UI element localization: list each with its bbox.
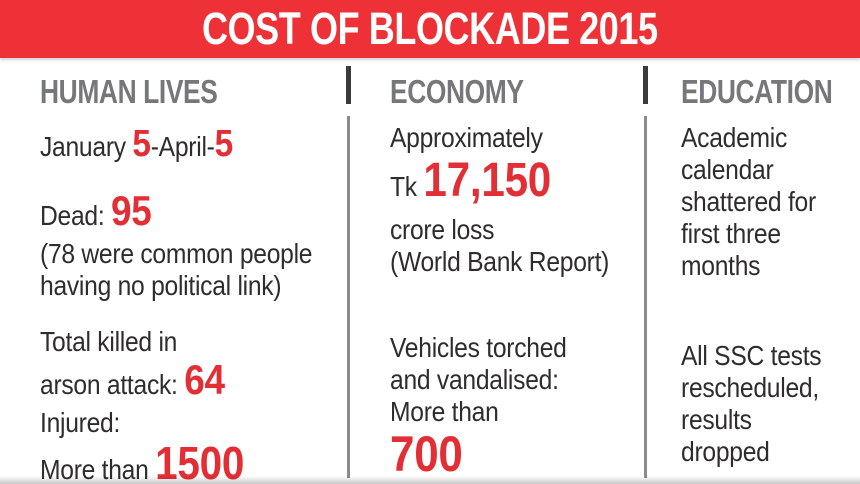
vehicles-line-1: Vehicles torched — [390, 332, 567, 363]
dead-label: Dead: — [40, 200, 112, 231]
arson-killed-line-1: Total killed in — [40, 326, 178, 357]
column-human-lives: HUMAN LIVES January 5-April-5 Dead: 95 (… — [0, 58, 348, 484]
dead-count-line: Dead: 95 — [40, 189, 311, 238]
header-divider-tick-1 — [346, 66, 351, 104]
loss-source-line: (World Bank Report) — [390, 246, 610, 277]
ssc-impact-line-4: dropped — [681, 436, 770, 467]
bottom-shadow-band — [0, 476, 860, 484]
injured-value: 1500 — [155, 437, 245, 484]
loss-line-1: Approximately — [390, 122, 543, 153]
ssc-impact-line-2: rescheduled, — [681, 372, 819, 403]
column-education: EDUCATION Academic calendar shattered fo… — [645, 58, 860, 484]
vehicles-value-line: 700 — [390, 428, 614, 484]
education-header: EDUCATION — [681, 73, 833, 110]
column-economy: ECONOMY Approximately Tk 17,150 crore lo… — [348, 58, 645, 484]
injured-line-2: More than 1500 — [40, 439, 311, 484]
period-start-day: 5 — [132, 123, 151, 165]
page-title: COST OF BLOCKADE 2015 — [202, 3, 658, 54]
period-label-january: January — [40, 131, 133, 162]
period-label-april: -April- — [150, 131, 215, 162]
arson-killed-line-2: arson attack: 64 — [40, 358, 311, 407]
loss-value: 17,150 — [423, 154, 552, 207]
calendar-impact-line-3: shattered for — [681, 186, 816, 217]
arson-killed-value: 64 — [184, 356, 225, 403]
dead-value: 95 — [111, 187, 152, 234]
injured-line-1: Injured: — [40, 407, 121, 438]
human-lives-header: HUMAN LIVES — [40, 73, 218, 110]
arson-label: arson attack: — [40, 369, 185, 400]
header-divider-tick-2 — [643, 66, 648, 104]
vehicles-value: 700 — [390, 426, 463, 482]
column-divider-line-1 — [347, 116, 350, 478]
period-end-day: 5 — [214, 123, 234, 165]
calendar-impact-line-1: Academic — [681, 122, 788, 153]
loss-amount-line: Tk 17,150 — [390, 154, 614, 214]
loss-line-3: crore loss — [390, 214, 495, 245]
column-divider-line-2 — [644, 116, 647, 478]
dead-note-line-1: (78 were common people — [40, 238, 313, 269]
currency-label: Tk — [390, 171, 424, 202]
vehicles-line-2: and vandalised: — [390, 364, 559, 395]
calendar-impact-line-2: calendar — [681, 154, 774, 185]
injured-label: More than — [40, 454, 156, 484]
blockade-period-line: January 5-April-5 — [40, 122, 311, 169]
calendar-impact-line-5: months — [681, 250, 761, 281]
dead-note-line-2: having no political link) — [40, 270, 282, 301]
ssc-impact-line-3: results — [681, 404, 752, 435]
title-banner: COST OF BLOCKADE 2015 — [0, 0, 860, 58]
vehicles-line-3: More than — [390, 396, 499, 427]
calendar-impact-line-4: first three — [681, 218, 781, 249]
ssc-impact-line-1: All SSC tests — [681, 340, 822, 371]
economy-header: ECONOMY — [390, 73, 524, 110]
